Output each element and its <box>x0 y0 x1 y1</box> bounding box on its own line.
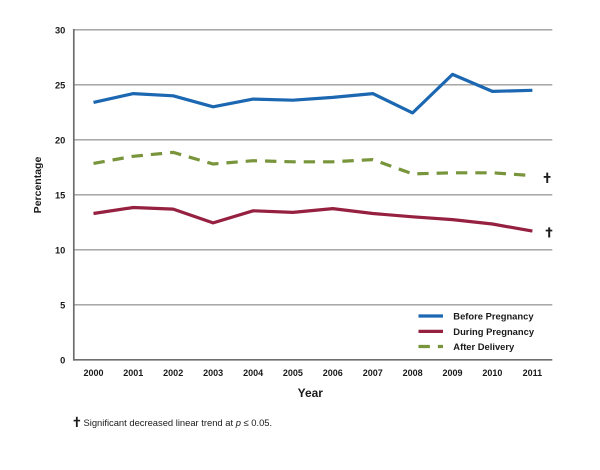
svg-text:2008: 2008 <box>403 368 423 378</box>
svg-text:15: 15 <box>55 190 65 200</box>
svg-text:2005: 2005 <box>283 368 303 378</box>
svg-text:30: 30 <box>55 25 65 35</box>
svg-text:After Delivery: After Delivery <box>453 341 515 352</box>
svg-text:Significant decreased linear t: Significant decreased linear trend at p … <box>84 417 273 428</box>
svg-text:2010: 2010 <box>482 368 502 378</box>
svg-text:2011: 2011 <box>523 368 543 378</box>
svg-text:Before Pregnancy: Before Pregnancy <box>453 310 534 321</box>
svg-text:Percentage: Percentage <box>32 157 44 214</box>
svg-text:20: 20 <box>55 135 65 145</box>
svg-text:2004: 2004 <box>243 368 263 378</box>
svg-text:2009: 2009 <box>442 368 462 378</box>
svg-text:2001: 2001 <box>123 368 143 378</box>
svg-text:25: 25 <box>55 80 65 90</box>
svg-text:5: 5 <box>60 300 65 310</box>
svg-text:2006: 2006 <box>323 368 343 378</box>
svg-text:2003: 2003 <box>203 368 223 378</box>
svg-text:2002: 2002 <box>163 368 183 378</box>
svg-text:During Pregnancy: During Pregnancy <box>453 326 535 337</box>
svg-text:2000: 2000 <box>83 368 103 378</box>
svg-text:Year: Year <box>298 386 324 400</box>
svg-text:2007: 2007 <box>363 368 383 378</box>
svg-text:0: 0 <box>60 355 65 365</box>
svg-text:10: 10 <box>55 245 65 255</box>
